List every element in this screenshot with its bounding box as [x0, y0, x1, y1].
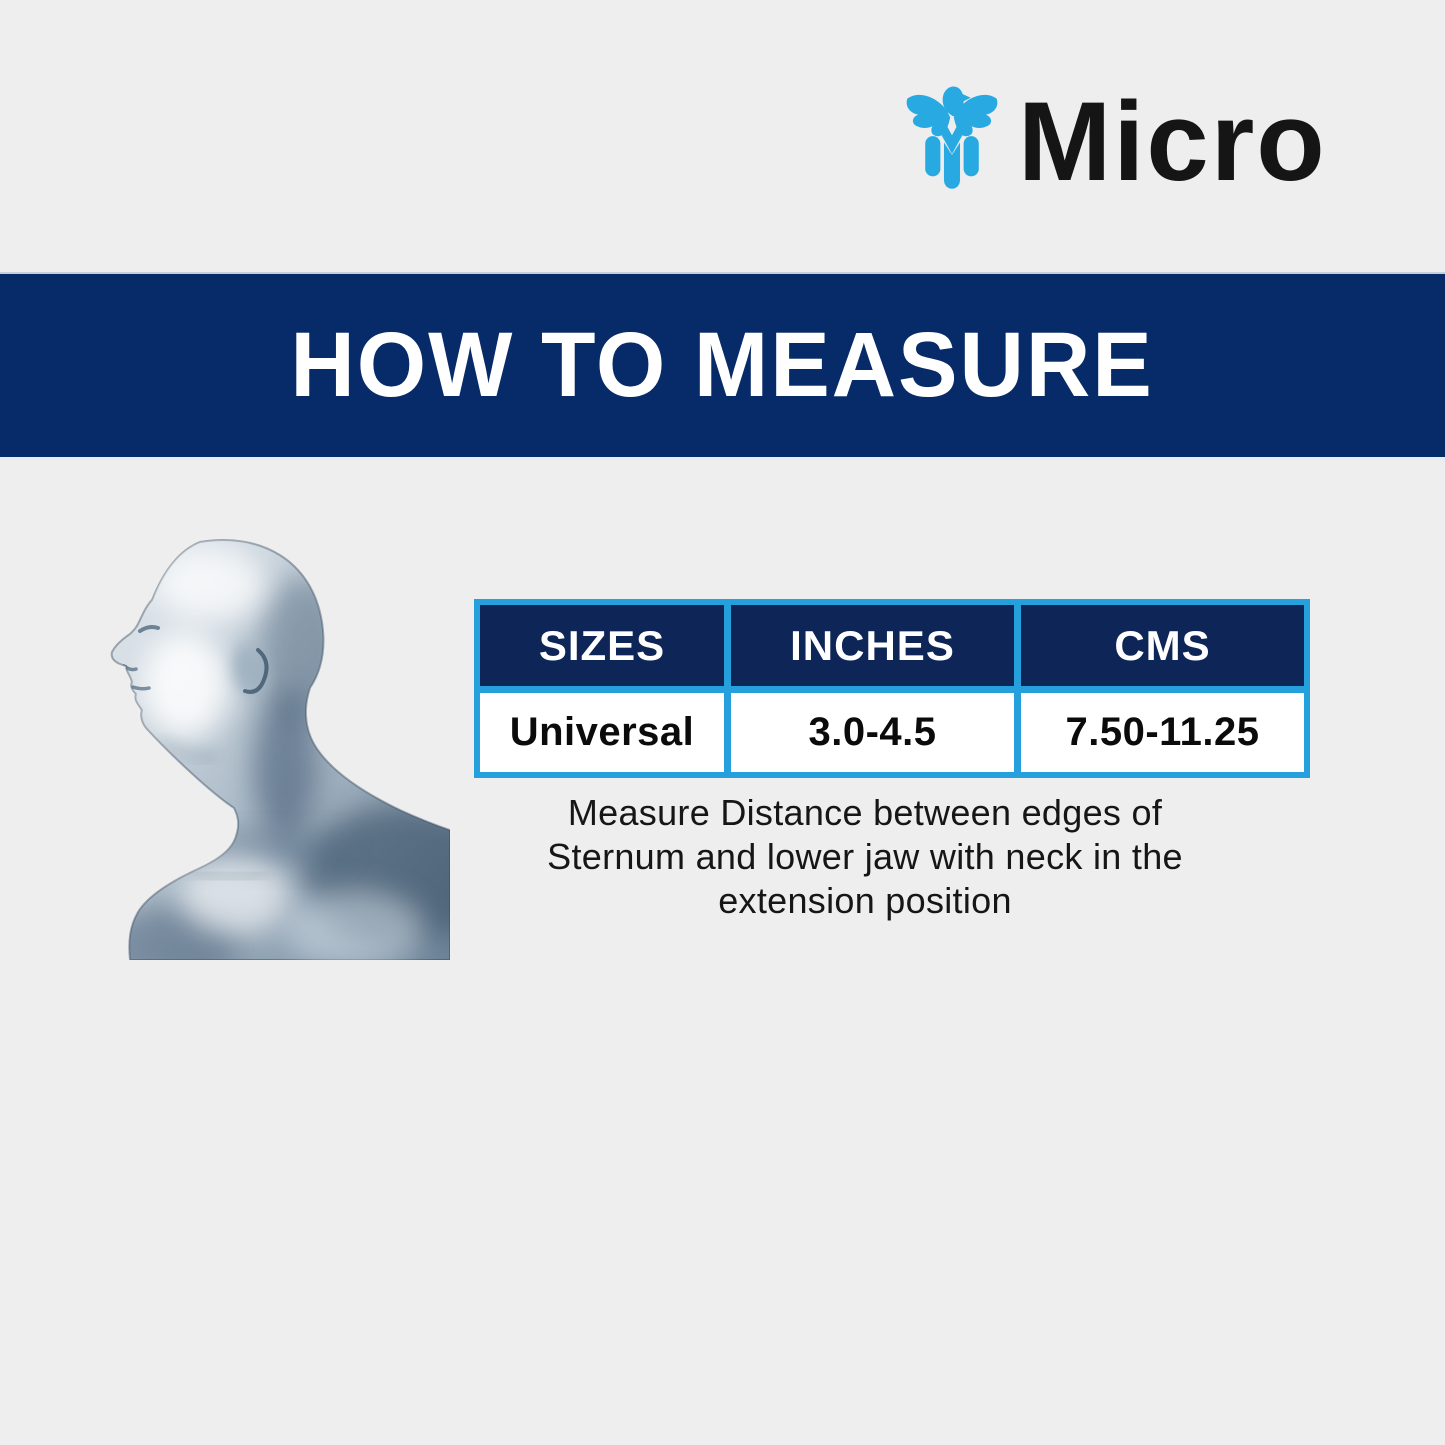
measure-instructions-line1: Measure Distance between edges of — [567, 792, 1163, 833]
how-to-measure-banner: HOW TO MEASURE — [0, 272, 1445, 460]
measure-instructions-line3: extension position — [718, 880, 1012, 921]
brand-logo: Micro — [902, 76, 1327, 198]
size-chart-cell-size: Universal — [480, 693, 724, 772]
size-chart-cell-inches: 3.0-4.5 — [731, 693, 1014, 772]
brand-name: Micro — [1018, 79, 1327, 204]
size-chart-header-sizes: SIZES — [480, 605, 724, 686]
size-chart-header-inches: INCHES — [731, 605, 1014, 686]
size-chart-cell-cms: 7.50-11.25 — [1021, 693, 1304, 772]
eagle-icon — [902, 81, 1002, 193]
measure-instructions-line2: Sternum and lower jaw with neck in the — [547, 836, 1183, 877]
size-chart-table: SIZES INCHES CMS Universal 3.0-4.5 7.50-… — [474, 599, 1310, 778]
profile-bust-figure — [100, 530, 451, 965]
banner-title: HOW TO MEASURE — [290, 314, 1155, 416]
size-chart-header-cms: CMS — [1021, 605, 1304, 686]
measure-instructions: Measure Distance between edges of Sternu… — [420, 791, 1310, 923]
